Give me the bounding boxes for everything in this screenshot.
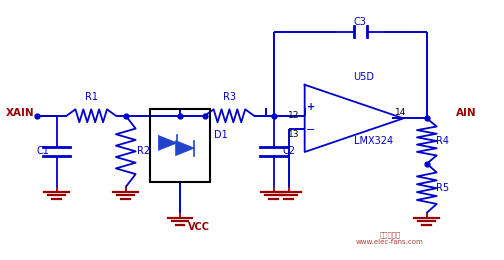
Text: −: −: [306, 125, 316, 135]
Text: C1: C1: [36, 146, 49, 156]
Text: R5: R5: [435, 183, 449, 193]
Text: D1: D1: [214, 130, 227, 140]
Text: 12: 12: [288, 110, 300, 120]
Text: C2: C2: [283, 146, 296, 156]
Bar: [150, 109, 210, 182]
Text: AIN: AIN: [457, 108, 477, 118]
Text: 14: 14: [395, 108, 406, 117]
Text: U5D: U5D: [353, 72, 374, 82]
Polygon shape: [158, 135, 177, 151]
Text: VCC: VCC: [187, 222, 210, 232]
Text: LMX324: LMX324: [354, 136, 393, 146]
Polygon shape: [175, 141, 195, 155]
Text: R4: R4: [435, 136, 449, 146]
Text: +: +: [306, 102, 314, 112]
Text: 13: 13: [288, 130, 300, 139]
Text: R2: R2: [137, 146, 150, 156]
Text: 电子发烧友
www.elec-fans.com: 电子发烧友 www.elec-fans.com: [356, 232, 424, 245]
Text: R3: R3: [223, 92, 236, 102]
Text: R1: R1: [85, 92, 98, 102]
Text: XAIN: XAIN: [6, 108, 34, 118]
Text: C3: C3: [354, 17, 366, 27]
